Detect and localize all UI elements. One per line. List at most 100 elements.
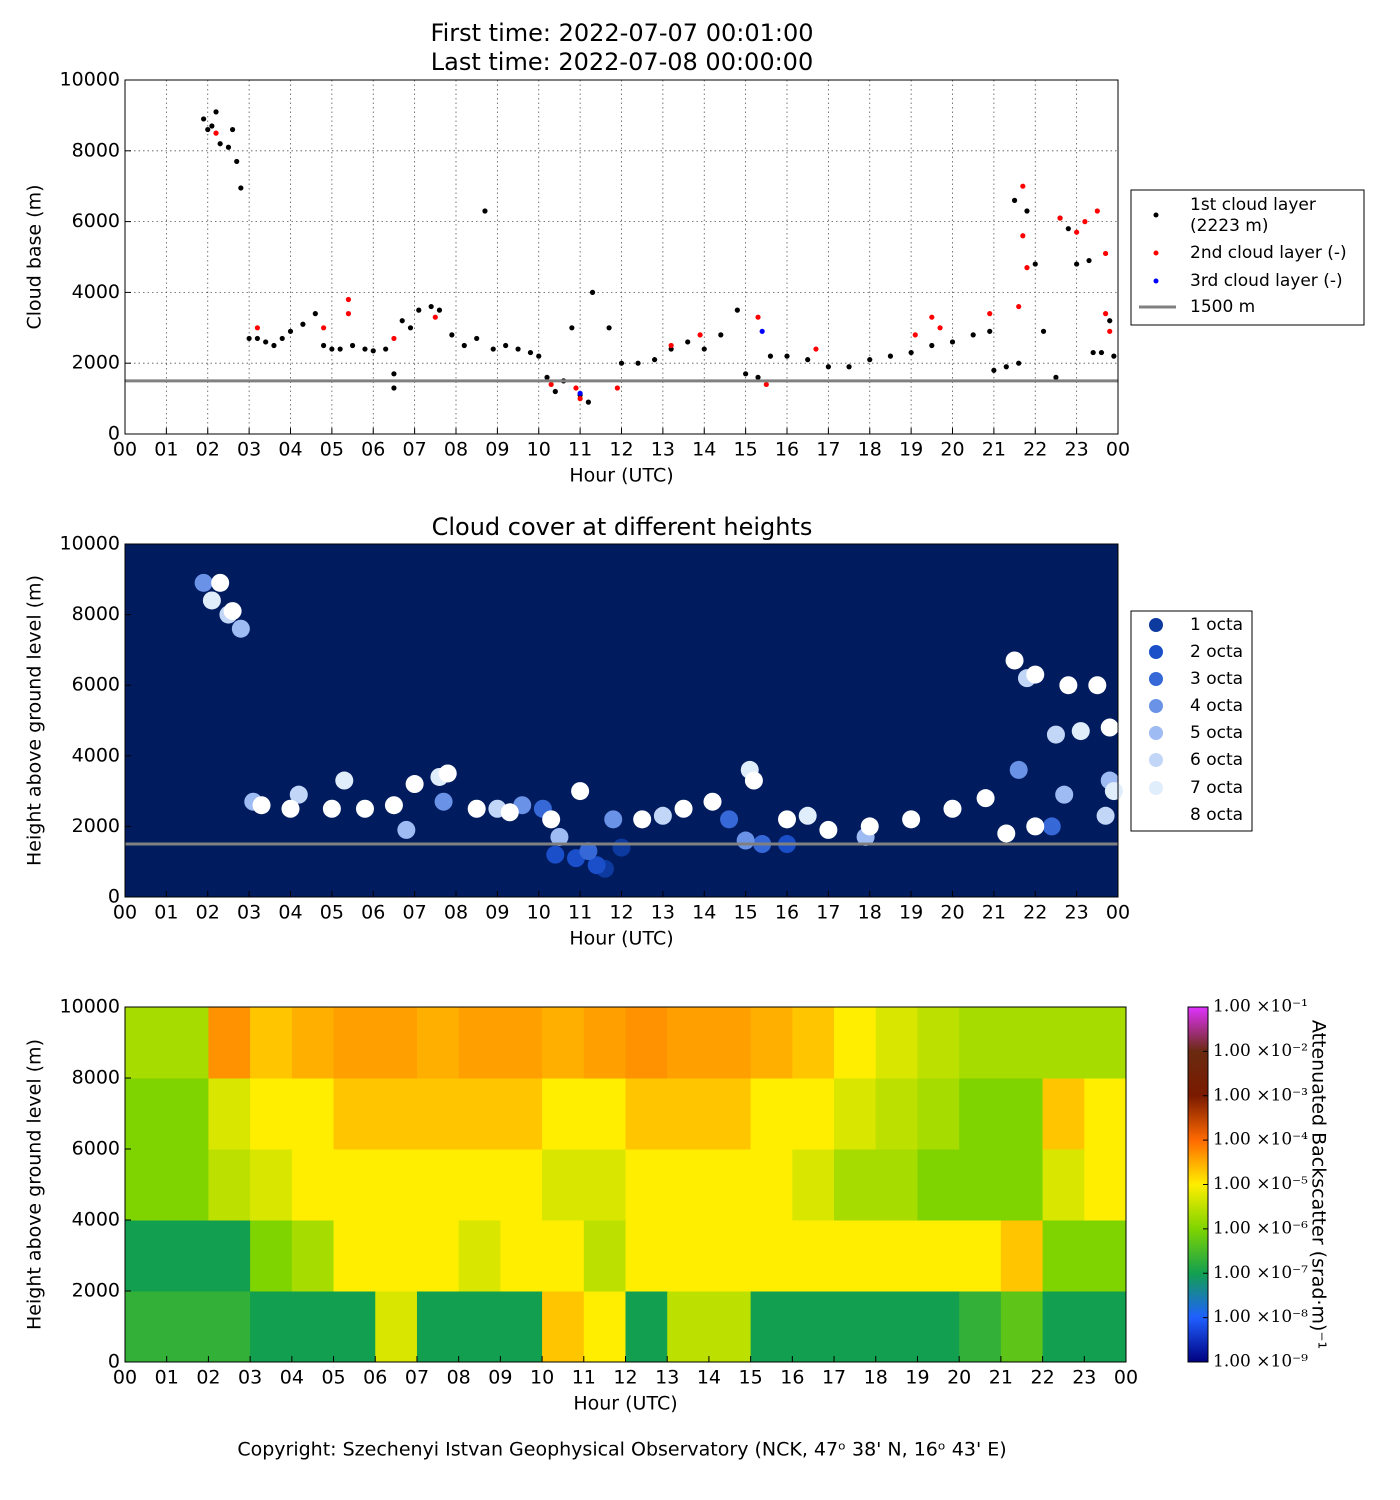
- heat-cell: [333, 1149, 376, 1221]
- data-point: [1016, 303, 1022, 310]
- data-point: [474, 335, 480, 342]
- data-point: [254, 325, 260, 331]
- data-point: [813, 346, 819, 352]
- x-tick-label: 11: [568, 902, 592, 924]
- data-point: [355, 799, 374, 818]
- data-point: [548, 381, 554, 388]
- heat-cell: [375, 1220, 418, 1292]
- heat-cell: [625, 1149, 668, 1221]
- x-tick-label: 16: [775, 439, 799, 461]
- data-point: [211, 573, 230, 592]
- y-tick-label: 0: [108, 886, 120, 908]
- y-tick-label: 2000: [72, 352, 120, 374]
- x-tick-label: 18: [858, 902, 882, 924]
- data-point: [461, 342, 467, 349]
- x-tick-label: 11: [572, 1367, 596, 1389]
- heat-cell: [542, 1078, 585, 1150]
- data-point: [697, 332, 703, 338]
- x-tick-label: 14: [692, 439, 716, 461]
- heat-cell: [708, 1220, 752, 1292]
- heat-cell: [959, 1149, 1002, 1221]
- x-tick-label: 09: [485, 902, 509, 924]
- colorbar-label: Attenuated Backscatter (srad·m)⁻¹: [1308, 1020, 1330, 1349]
- data-point: [991, 367, 997, 373]
- heat-cell: [166, 1291, 209, 1363]
- x-tick-label: 00: [113, 1367, 137, 1389]
- data-point: [1065, 226, 1071, 232]
- heat-cell: [750, 1220, 793, 1292]
- x-tick-label: 08: [444, 439, 468, 461]
- footer: Copyright: Szechenyi Istvan Geophysical …: [237, 1439, 1006, 1461]
- data-point: [482, 208, 488, 214]
- data-point: [383, 346, 389, 352]
- legend-label: 1 octa: [1190, 615, 1243, 635]
- heat-cell: [125, 1220, 168, 1292]
- legend-marker: [1149, 808, 1163, 822]
- heat-cell: [416, 1149, 460, 1221]
- heat-cell: [708, 1149, 752, 1221]
- x-tick-label: 00: [1106, 439, 1130, 461]
- x-tick-label: 06: [361, 439, 385, 461]
- heat-cell: [1084, 1078, 1127, 1150]
- heat-cell: [375, 1078, 418, 1150]
- heat-cell: [333, 1291, 376, 1363]
- data-point: [635, 360, 641, 366]
- heat-cell: [1000, 1007, 1044, 1079]
- heat-cell: [458, 1149, 501, 1221]
- heat-cell: [708, 1007, 752, 1079]
- data-point: [1102, 250, 1109, 257]
- heat-cell: [375, 1149, 418, 1221]
- y-tick-label: 0: [108, 423, 120, 445]
- data-point: [397, 820, 416, 839]
- plot-frame: [124, 79, 1119, 435]
- legend-label: 1st cloud layer (2223 m): [1190, 195, 1316, 236]
- data-point: [1003, 364, 1009, 370]
- data-point: [1100, 718, 1119, 737]
- heat-cell: [625, 1007, 668, 1079]
- data-point: [194, 573, 213, 592]
- y-tick-label: 10000: [60, 533, 120, 555]
- colorbar-tick-label: 1.00 ×10⁻⁹: [1213, 1352, 1308, 1372]
- heat-cell: [333, 1007, 376, 1079]
- y-tick-label: 4000: [72, 281, 120, 303]
- heat-cell: [125, 1291, 168, 1363]
- x-tick-label: 02: [196, 439, 220, 461]
- data-point: [345, 296, 352, 303]
- data-point: [887, 353, 894, 359]
- heat-cell: [1084, 1291, 1127, 1363]
- heat-cell: [542, 1007, 585, 1079]
- data-point: [825, 364, 831, 370]
- heat-cell: [542, 1149, 585, 1221]
- colorbar-tick-label: 1.00 ×10⁻⁴: [1213, 1130, 1308, 1150]
- heat-cell: [875, 1291, 918, 1363]
- data-point: [254, 335, 260, 342]
- legend-label: 3 octa: [1190, 669, 1243, 689]
- data-point: [432, 314, 438, 320]
- heat-cell: [375, 1291, 418, 1363]
- y-tick-label: 4000: [72, 1209, 120, 1231]
- x-tick-label: 14: [692, 902, 716, 924]
- data-point: [399, 318, 405, 324]
- colorbar-tick-label: 1.00 ×10⁻⁷: [1213, 1263, 1308, 1283]
- data-point: [1057, 215, 1063, 221]
- legend-marker: [1153, 212, 1159, 218]
- data-point: [329, 346, 335, 352]
- heat-cell: [1042, 1220, 1085, 1292]
- data-point: [987, 328, 993, 334]
- data-point: [321, 342, 327, 349]
- heat-cell: [1000, 1078, 1044, 1150]
- x-tick-label: 12: [609, 439, 633, 461]
- data-point: [205, 126, 211, 133]
- data-point: [1026, 817, 1045, 836]
- heat-cell: [375, 1007, 418, 1079]
- data-point: [202, 591, 221, 610]
- x-tick-label: 00: [113, 902, 137, 924]
- heat-cell: [917, 1078, 960, 1150]
- heat-cell: [416, 1007, 460, 1079]
- data-point: [744, 771, 763, 790]
- data-point: [527, 349, 534, 356]
- data-point: [467, 799, 486, 818]
- heat-cell: [583, 1291, 626, 1363]
- heat-cell: [875, 1149, 918, 1221]
- x-tick-label: 06: [361, 902, 385, 924]
